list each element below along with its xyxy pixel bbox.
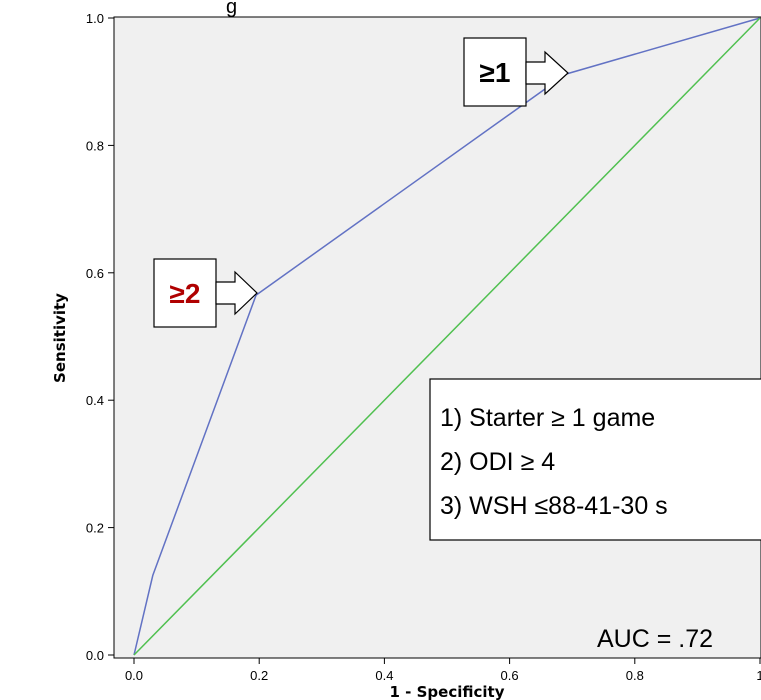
callout-ge2: ≥2 [153,258,258,328]
auc-label: AUC = .72 [597,625,713,653]
series-layer [133,17,761,656]
x-tick-label: 0.8 [626,668,644,683]
x-tick-label: 1 [756,668,761,683]
series-line-1 [133,17,761,656]
x-tick-label: 0.4 [375,668,393,683]
y-tick-label: 0.4 [86,393,104,408]
x-tick-label: 0.0 [125,668,143,683]
x-tick-label: 0.2 [250,668,268,683]
series-line-2 [133,17,761,656]
legend-box [429,378,761,541]
callout-ge2-box [153,258,217,328]
legend-item-1: 1) Starter ≥ 1 game [440,404,655,432]
y-tick-label: 0.8 [86,138,104,153]
callout-ge1: ≥1 [463,37,569,107]
callout-ge1-label: ≥1 [480,57,511,88]
x-axis: 0.0 0.2 0.4 0.6 0.8 1 [125,658,761,683]
title-fragment: g [226,0,237,18]
callout-ge1-arrow [525,50,569,96]
y-tick-label: 0.2 [86,521,104,536]
callout-ge2-label: ≥2 [170,278,201,309]
y-axis: 0.0 0.2 0.4 0.6 0.8 1.0 [86,11,114,663]
y-tick-label: 1.0 [86,11,104,26]
legend-item-3: 3) WSH ≤88-41-30 s [440,492,668,520]
y-tick-label: 0.0 [86,648,104,663]
x-axis-title: 1 - Specificity [390,683,505,700]
plot-background [113,16,761,659]
callout-ge2-arrow [215,270,258,316]
x-tick-label: 0.6 [501,668,519,683]
y-tick-label: 0.6 [86,266,104,281]
y-axis-title: Sensitivity [51,293,69,383]
legend-item-2: 2) ODI ≥ 4 [440,448,555,476]
legend: 1) Starter ≥ 1 game 2) ODI ≥ 4 3) WSH ≤8… [429,378,761,541]
